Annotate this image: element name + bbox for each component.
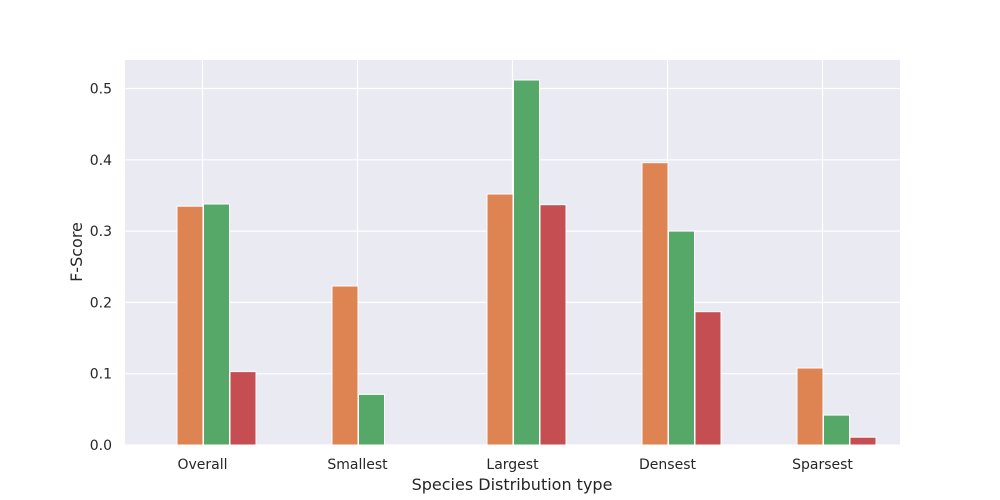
bar-overall-0 bbox=[176, 205, 204, 446]
bar-densest-1 bbox=[668, 230, 695, 446]
y-tick-label: 0.4 bbox=[90, 153, 112, 169]
x-tick-label: Densest bbox=[639, 457, 696, 473]
bar-densest-0 bbox=[641, 162, 669, 446]
bar-sparsest-0 bbox=[796, 367, 824, 446]
y-tick-label: 0.5 bbox=[90, 82, 112, 98]
bar-largest-0 bbox=[486, 193, 514, 446]
bars bbox=[176, 79, 877, 446]
x-tick-label: Largest bbox=[486, 457, 539, 473]
y-axis-label: F-Score bbox=[67, 222, 86, 282]
x-tick-labels: Overall Smallest Largest Densest Sparsest bbox=[177, 457, 853, 473]
x-axis-label: Species Distribution type bbox=[412, 475, 613, 494]
bar-largest-1 bbox=[513, 79, 540, 446]
bar-overall-2 bbox=[229, 371, 257, 446]
bar-smallest-1 bbox=[358, 393, 385, 446]
x-tick-label: Sparsest bbox=[792, 457, 853, 473]
bar-densest-2 bbox=[694, 311, 722, 446]
y-tick-label: 0.3 bbox=[90, 224, 112, 240]
bar-smallest-0 bbox=[331, 285, 359, 446]
bar-sparsest-2 bbox=[849, 436, 877, 446]
bar-largest-2 bbox=[539, 204, 567, 446]
y-tick-label: 0.2 bbox=[90, 295, 112, 311]
y-tick-labels: 0.0 0.1 0.2 0.3 0.4 0.5 bbox=[90, 82, 112, 454]
y-tick-label: 0.1 bbox=[90, 367, 112, 383]
x-tick-label: Smallest bbox=[327, 457, 388, 473]
bar-overall-1 bbox=[203, 203, 230, 446]
x-tick-label: Overall bbox=[177, 457, 227, 473]
y-tick-label: 0.0 bbox=[90, 438, 112, 454]
bar-sparsest-1 bbox=[823, 414, 850, 446]
